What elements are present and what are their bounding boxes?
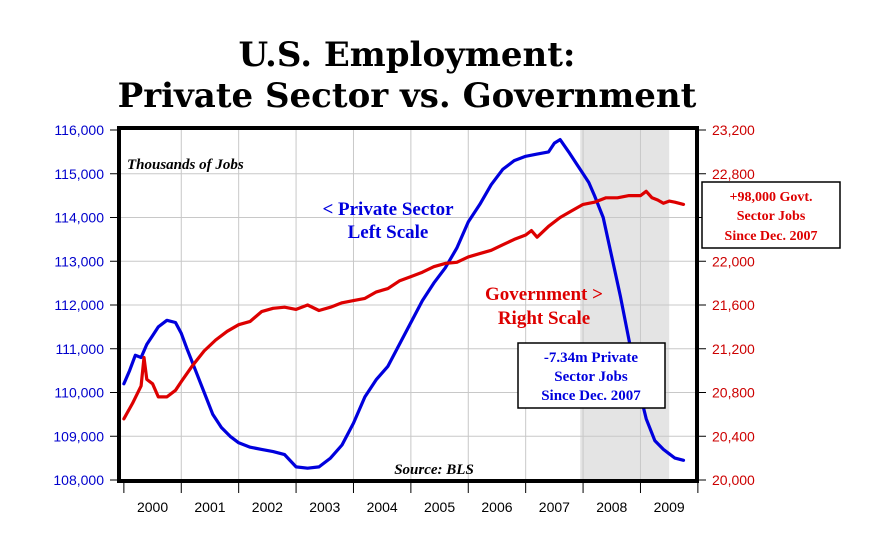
government-label-line-1: Government >	[485, 284, 603, 305]
right-tick-label: 20,800	[712, 385, 755, 401]
private-change-line-3: Since Dec. 2007	[541, 388, 641, 404]
right-axis: 20,00020,40020,80021,20021,60022,00022,4…	[697, 122, 755, 488]
chart-title-line-1: U.S. Employment:	[239, 35, 576, 75]
left-tick-label: 109,000	[53, 428, 104, 444]
left-tick-label: 116,000	[54, 122, 104, 138]
x-tick-label: 2003	[309, 499, 340, 515]
government-change-line-2: Sector Jobs	[737, 209, 806, 224]
right-tick-label: 23,200	[712, 122, 755, 138]
left-tick-label: 111,000	[55, 341, 104, 357]
x-tick-label: 2009	[654, 499, 685, 515]
left-tick-label: 115,000	[54, 166, 104, 182]
chart-title-line-2: Private Sector vs. Government	[118, 76, 697, 116]
private-change-line-1: -7.34m Private	[544, 350, 638, 366]
x-axis: 2000 2001 2002 2003 2004 2005 2006 2007 2008 2009	[123, 483, 699, 515]
private-change-box: -7.34m Private Sector Jobs Since Dec. 20…	[517, 342, 666, 409]
left-tick-label: 113,000	[54, 253, 104, 269]
units-label: Thousands of Jobs	[127, 157, 244, 173]
right-tick-label: 22,000	[712, 253, 755, 269]
series-line-private-sector	[122, 138, 686, 470]
x-tick-label: 2007	[539, 499, 570, 515]
left-tick-label: 110,000	[54, 385, 104, 401]
left-tick-label: 112,000	[54, 297, 104, 313]
series-line-government	[122, 189, 686, 421]
private-sector-label-line-2: Left Scale	[348, 222, 429, 243]
private-change-line-2: Sector Jobs	[554, 369, 628, 385]
left-tick-label: 114,000	[54, 210, 104, 226]
left-axis: 108,000 109,000 110,000 111,000 112,000 113,0…	[53, 122, 119, 488]
government-label-line-2: Right Scale	[498, 308, 590, 329]
x-tick-label: 2002	[252, 499, 283, 515]
government-change-box: +98,000 Govt. Sector Jobs Since Dec. 200…	[701, 181, 841, 249]
x-tick-label: 2000	[137, 499, 168, 515]
x-tick-label: 2008	[596, 499, 627, 515]
private-sector-label-line-1: < Private Sector	[322, 199, 454, 220]
right-tick-label: 21,600	[712, 297, 755, 313]
government-change-line-3: Since Dec. 2007	[725, 229, 818, 244]
left-tick-label: 108,000	[53, 472, 104, 488]
x-tick-label: 2004	[367, 499, 398, 515]
right-tick-label: 21,200	[712, 341, 755, 357]
right-tick-label: 20,000	[712, 472, 755, 488]
source-label: Source: BLS	[394, 462, 474, 478]
right-tick-label: 22,800	[712, 166, 755, 182]
government-change-line-1: +98,000 Govt.	[729, 190, 812, 205]
x-tick-label: 2005	[424, 499, 455, 515]
right-tick-label: 20,400	[712, 428, 755, 444]
series-layer	[122, 138, 686, 470]
x-tick-label: 2006	[481, 499, 512, 515]
x-tick-label: 2001	[194, 499, 225, 515]
